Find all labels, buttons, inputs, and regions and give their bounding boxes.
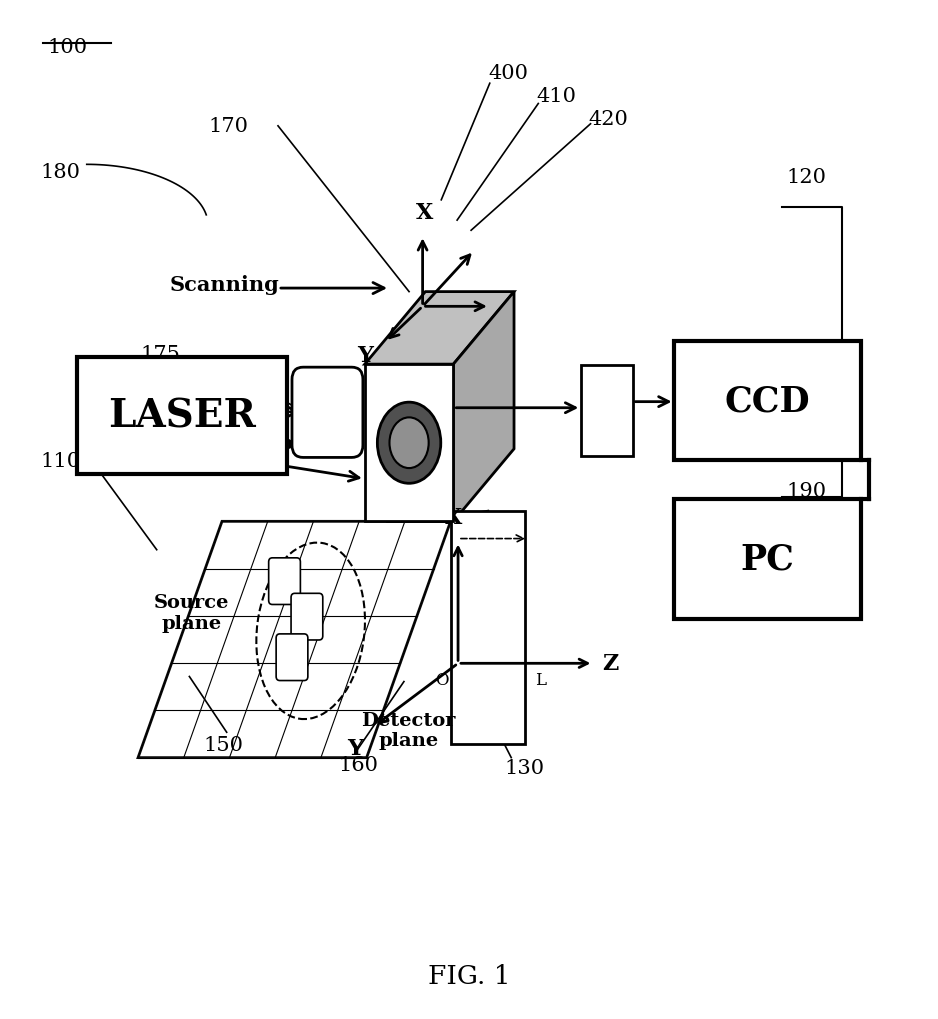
Text: 180: 180 — [40, 162, 80, 181]
Bar — [77, 358, 287, 474]
Text: 160: 160 — [339, 755, 378, 774]
Text: LASER: LASER — [109, 396, 256, 435]
FancyBboxPatch shape — [291, 594, 323, 640]
Text: Z: Z — [602, 652, 618, 675]
Text: CCD: CCD — [724, 384, 810, 418]
FancyBboxPatch shape — [268, 558, 300, 604]
Bar — [365, 365, 453, 522]
Text: Y: Y — [356, 344, 372, 367]
Text: O: O — [435, 672, 448, 689]
Text: Scanning: Scanning — [170, 274, 280, 294]
Text: 190: 190 — [786, 482, 826, 500]
Ellipse shape — [377, 403, 441, 484]
Text: X: X — [416, 202, 433, 224]
Polygon shape — [453, 292, 514, 522]
Text: PC: PC — [740, 542, 794, 576]
Text: Sample: Sample — [233, 435, 313, 452]
Text: 410: 410 — [537, 87, 576, 106]
Text: X: X — [445, 506, 461, 529]
Text: 150: 150 — [204, 735, 243, 754]
Bar — [450, 512, 525, 745]
Polygon shape — [138, 522, 450, 758]
Text: FIG. 1: FIG. 1 — [428, 963, 510, 988]
Text: 400: 400 — [488, 64, 528, 84]
Bar — [581, 366, 632, 457]
Text: Source
plane: Source plane — [154, 593, 229, 632]
Bar — [674, 499, 861, 619]
Text: Detector
plane: Detector plane — [361, 711, 456, 750]
FancyBboxPatch shape — [276, 634, 308, 681]
Text: 420: 420 — [588, 110, 628, 128]
Text: L: L — [536, 672, 546, 689]
Text: 175: 175 — [141, 345, 181, 364]
Ellipse shape — [389, 418, 429, 469]
Text: 110: 110 — [40, 451, 80, 471]
Text: 120: 120 — [786, 167, 826, 186]
Text: 130: 130 — [505, 758, 545, 777]
Text: 100: 100 — [48, 39, 87, 57]
Polygon shape — [365, 292, 514, 365]
Text: 170: 170 — [208, 117, 248, 136]
FancyBboxPatch shape — [292, 368, 363, 458]
Bar — [674, 341, 861, 461]
Text: Y: Y — [347, 738, 363, 759]
